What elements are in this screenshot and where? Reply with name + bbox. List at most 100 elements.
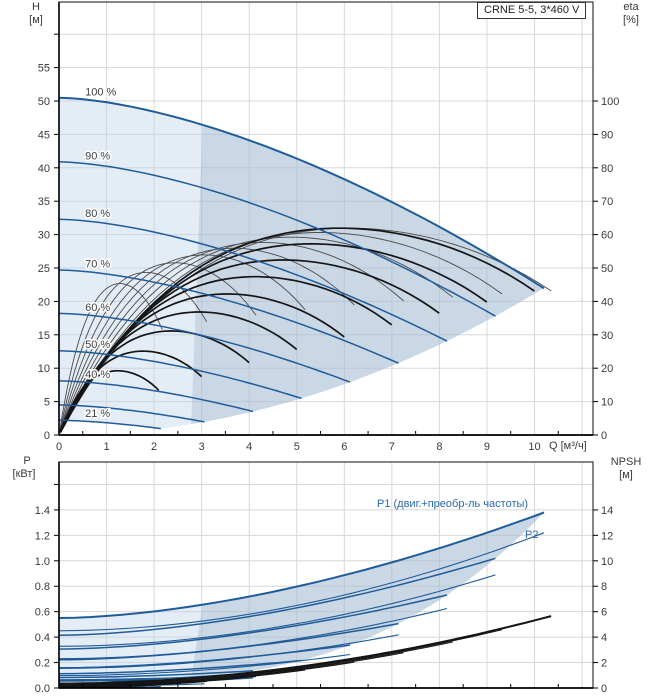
- speed-curve-labels: 100 % 90 % 80 % 70 % 60 % 50 % 40 % 21 %: [84, 85, 118, 422]
- p1-curve-90: [58, 557, 496, 637]
- speed-label-50: 50 %: [85, 339, 110, 351]
- q-axis-tick-labels: 0 1 2 3 4 5 6 7 8 9 10: [56, 441, 541, 453]
- svg-text:5: 5: [294, 441, 300, 453]
- svg-text:8: 8: [436, 441, 442, 453]
- top-chart-frame: [58, 1, 594, 436]
- svg-text:2: 2: [151, 441, 157, 453]
- svg-text:100: 100: [601, 96, 619, 108]
- svg-text:0: 0: [44, 430, 50, 442]
- svg-text:15: 15: [38, 330, 50, 342]
- svg-text:10: 10: [38, 363, 50, 375]
- svg-text:4: 4: [246, 441, 252, 453]
- svg-text:0.4: 0.4: [35, 632, 50, 644]
- chart-title-box: CRNE 5-5, 3*460 V: [477, 2, 587, 19]
- svg-text:5: 5: [44, 397, 50, 409]
- p1-curve-100: [58, 511, 545, 619]
- bottom-chart-frame: [58, 461, 594, 689]
- p1-curve-label: P1 (двиг.+преобр-ль частоты): [377, 498, 529, 510]
- p-axis-unit: [кВт]: [12, 468, 36, 480]
- bottom-operating-region: [59, 512, 544, 682]
- npsh-curves: [58, 615, 552, 689]
- p1-curve-50: [58, 659, 302, 675]
- speed-label-60: 60 %: [85, 302, 110, 314]
- q-axis-unit: Q [м³/ч]: [549, 440, 587, 452]
- svg-text:10: 10: [528, 441, 540, 453]
- top-operating-region: [59, 97, 544, 429]
- svg-text:0.0: 0.0: [35, 683, 50, 695]
- speed-curve-30: [58, 404, 205, 423]
- p1-curve-40: [58, 670, 254, 679]
- p-axis-ticks: 0.0 0.2 0.4 0.6 0.8 1.0 1.2 1.4: [35, 483, 59, 695]
- svg-text:8: 8: [601, 581, 607, 593]
- h-axis-title: H: [32, 1, 40, 13]
- svg-text:0: 0: [601, 430, 607, 442]
- svg-text:7: 7: [389, 441, 395, 453]
- p-axis-title: P: [23, 455, 31, 467]
- svg-text:4: 4: [601, 632, 607, 644]
- h-axis-unit: [м]: [29, 14, 43, 26]
- svg-text:50: 50: [38, 96, 50, 108]
- eta-axis-unit: [%]: [623, 14, 639, 26]
- p1-curves: [58, 511, 545, 682]
- p1-curve-70: [58, 622, 399, 661]
- svg-text:70: 70: [601, 196, 613, 208]
- eta-axis-ticks: 0 10 20 30 40 50 60 70 80 90 100: [593, 96, 619, 442]
- svg-text:20: 20: [601, 363, 613, 375]
- svg-text:12: 12: [601, 530, 613, 542]
- svg-text:80: 80: [601, 163, 613, 175]
- svg-text:45: 45: [38, 129, 50, 141]
- svg-text:20: 20: [38, 296, 50, 308]
- p1-curve-30: [59, 676, 205, 681]
- speed-label-90: 90 %: [85, 150, 110, 162]
- svg-text:1.2: 1.2: [35, 530, 50, 542]
- p2-curve-label: P2: [525, 529, 539, 541]
- svg-text:0: 0: [601, 683, 607, 695]
- svg-text:40: 40: [38, 163, 50, 175]
- eta-curves-thick: [59, 227, 535, 433]
- svg-text:6: 6: [341, 441, 347, 453]
- bottom-chart-gridlines: [59, 462, 593, 688]
- svg-text:55: 55: [38, 63, 50, 75]
- p1-curve-60: [58, 644, 351, 669]
- speed-label-70: 70 %: [85, 259, 110, 271]
- svg-text:10: 10: [601, 397, 613, 409]
- svg-text:25: 25: [38, 263, 50, 275]
- svg-text:0.8: 0.8: [35, 581, 50, 593]
- svg-text:3: 3: [199, 441, 205, 453]
- speed-label-100: 100 %: [85, 86, 116, 98]
- svg-text:9: 9: [484, 441, 490, 453]
- svg-text:1.0: 1.0: [35, 556, 50, 568]
- svg-text:90: 90: [601, 129, 613, 141]
- top-chart-gridlines: [59, 2, 593, 435]
- svg-text:1.4: 1.4: [35, 505, 50, 517]
- speed-label-21: 21 %: [85, 408, 110, 420]
- speed-curve-60: [58, 312, 351, 383]
- p1-curve-80: [58, 594, 448, 650]
- speed-curve-50: [58, 350, 302, 400]
- speed-curve-70: [58, 269, 399, 364]
- svg-text:10: 10: [601, 556, 613, 568]
- svg-text:0.6: 0.6: [35, 607, 50, 619]
- svg-text:30: 30: [601, 330, 613, 342]
- speed-curve-21: [59, 419, 161, 430]
- svg-text:14: 14: [601, 505, 613, 517]
- speed-curve-40: [58, 380, 254, 413]
- svg-text:6: 6: [601, 607, 607, 619]
- npsh-curve-100: [59, 615, 552, 685]
- svg-text:0: 0: [56, 441, 62, 453]
- npsh-axis-title: NPSH: [610, 456, 642, 468]
- h-axis-ticks: 0 5 10 15 20 25 30 35 40 45 50 55: [38, 33, 59, 442]
- svg-text:30: 30: [38, 230, 50, 242]
- eta-axis-title: eta: [623, 1, 639, 13]
- speed-curve-90: [58, 161, 496, 317]
- svg-text:1: 1: [103, 441, 109, 453]
- speed-label-80: 80 %: [85, 208, 110, 220]
- svg-text:35: 35: [38, 196, 50, 208]
- npsh-axis-unit: [м]: [619, 469, 633, 481]
- speed-curve-80: [58, 218, 448, 342]
- svg-text:50: 50: [601, 263, 613, 275]
- speed-curves: [58, 96, 545, 430]
- speed-label-40: 40 %: [85, 369, 110, 381]
